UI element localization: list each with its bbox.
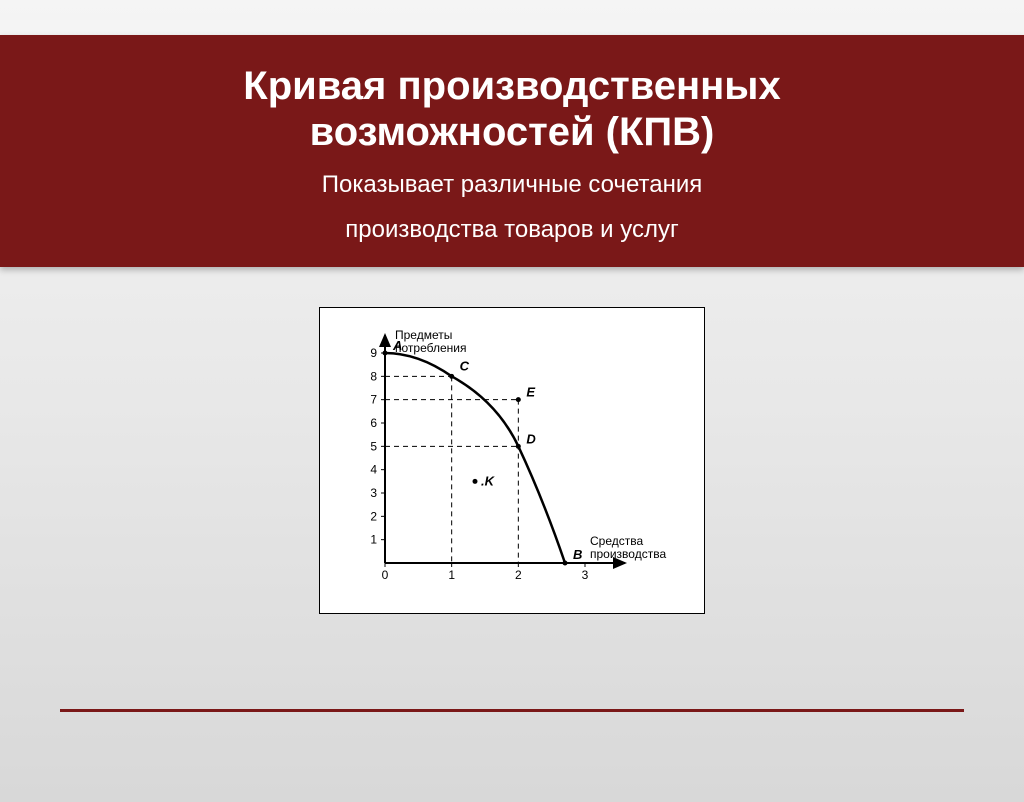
svg-text:.K: .K: [481, 474, 496, 489]
svg-text:A: A: [392, 338, 402, 353]
svg-text:3: 3: [370, 486, 377, 500]
svg-text:8: 8: [370, 370, 377, 384]
svg-text:1: 1: [370, 533, 377, 547]
svg-text:9: 9: [370, 346, 377, 360]
svg-text:Средства: Средства: [590, 534, 643, 548]
svg-text:C: C: [460, 359, 470, 374]
svg-text:4: 4: [370, 463, 377, 477]
svg-text:D: D: [526, 432, 536, 447]
slide-title-line2: возможностей (КПВ): [40, 109, 984, 155]
svg-text:5: 5: [370, 440, 377, 454]
svg-text:1: 1: [448, 568, 455, 582]
svg-text:2: 2: [515, 568, 522, 582]
svg-text:6: 6: [370, 416, 377, 430]
svg-text:Предметы: Предметы: [395, 328, 452, 342]
svg-text:2: 2: [370, 510, 377, 524]
ppf-chart: 1 2 3 4 5 6 7 8 9 0 1 2 3 Предметыпотребления Средства…: [330, 318, 690, 598]
svg-text:потребления: потребления: [395, 341, 466, 355]
svg-text:3: 3: [582, 568, 589, 582]
footer-rule: [60, 709, 964, 712]
chart-box: 1 2 3 4 5 6 7 8 9 0 1 2 3 Предметыпотребления Средства…: [319, 307, 705, 614]
slide-subtitle-line2: производства товаров и услуг: [40, 214, 984, 245]
svg-text:0: 0: [382, 568, 389, 582]
svg-text:E: E: [526, 385, 535, 400]
svg-text:производства: производства: [590, 547, 666, 561]
slide-title-line1: Кривая производственных: [40, 63, 984, 109]
header-band: Кривая производственных возможностей (КП…: [0, 35, 1024, 267]
svg-text:7: 7: [370, 393, 377, 407]
slide-subtitle-line1: Показывает различные сочетания: [40, 169, 984, 200]
chart-container: 1 2 3 4 5 6 7 8 9 0 1 2 3 Предметыпотребления Средства…: [0, 307, 1024, 614]
svg-text:B: B: [573, 547, 582, 562]
